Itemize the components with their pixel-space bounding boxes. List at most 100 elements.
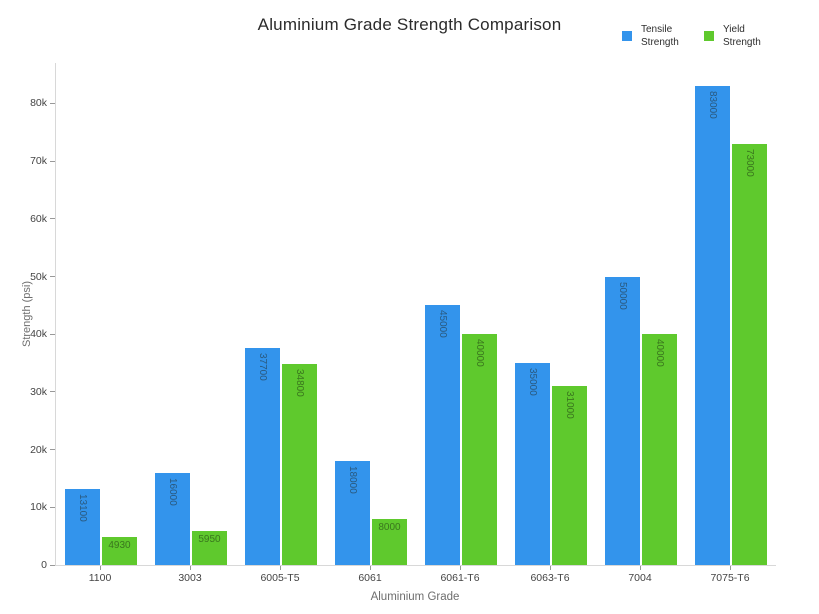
bar-yield-strength-7004[interactable]: 40000 — [642, 334, 677, 565]
x-tick-mark — [639, 566, 641, 570]
x-tick-mark — [189, 566, 191, 570]
legend-item-yield-strength[interactable]: Yield Strength — [704, 23, 773, 49]
bar-group-3003: 16000 5950 — [146, 63, 236, 565]
x-tick-1100: 1100 — [55, 566, 145, 584]
legend-swatch-icon — [622, 31, 632, 41]
bar-value-label: 83000 — [707, 91, 718, 119]
x-tick-mark — [549, 566, 551, 570]
bar-yield-strength-3003[interactable]: 5950 — [192, 530, 227, 565]
bar-yield-strength-7075-t6[interactable]: 73000 — [732, 143, 767, 565]
y-tick-label: 70k — [30, 155, 47, 168]
bar-value-label: 13100 — [77, 494, 88, 523]
bar-value-label: 35000 — [527, 368, 538, 396]
y-tick-label: 20k — [30, 443, 47, 456]
x-tick-label: 6061-T6 — [440, 572, 480, 584]
bar-group-6063-t6: 35000 31000 — [506, 63, 596, 565]
legend-item-tensile-strength[interactable]: Tensile Strength — [622, 23, 691, 49]
x-tick-label: 6061 — [358, 572, 382, 584]
bar-value-label: 50000 — [617, 281, 628, 310]
y-tick-mark — [50, 160, 55, 162]
y-tick: 40k — [30, 328, 55, 340]
y-tick: 20k — [30, 444, 55, 456]
y-tick-label: 0 — [41, 559, 47, 571]
x-tick-label: 6005-T5 — [260, 572, 300, 584]
x-tick-mark — [729, 566, 731, 570]
y-tick: 30k — [30, 386, 55, 398]
bar-yield-strength-6063-t6[interactable]: 31000 — [552, 386, 587, 565]
bar-yield-strength-6061-t6[interactable]: 40000 — [462, 334, 497, 565]
y-tick: 10k — [30, 501, 55, 513]
x-tick-6061: 6061 — [325, 566, 415, 584]
bar-value-label: 40000 — [474, 339, 485, 368]
bar-value-label: 45000 — [437, 310, 448, 339]
y-tick-label: 30k — [30, 385, 47, 398]
bar-value-label: 8000 — [378, 521, 401, 533]
x-tick-label: 6063-T6 — [530, 572, 570, 584]
bar-value-label: 16000 — [167, 477, 178, 506]
y-axis: 0 10k 20k 30k 40k 50k 60k 70k 80k — [0, 63, 55, 571]
x-tick-mark — [279, 566, 281, 570]
bar-group-7075-t6: 83000 73000 — [686, 63, 776, 565]
bar-tensile-strength-6061-t6[interactable]: 45000 — [425, 305, 460, 565]
y-tick-label: 50k — [30, 270, 47, 283]
bar-value-label: 18000 — [347, 466, 358, 494]
y-tick-label: 40k — [30, 328, 47, 341]
x-tick-label: 1100 — [88, 572, 112, 584]
x-axis: 1100 3003 6005-T5 6061 6061-T6 6063-T6 7004 707… — [55, 566, 775, 584]
y-tick-mark — [50, 564, 55, 566]
x-tick-mark — [99, 566, 101, 570]
y-tick-mark — [50, 449, 55, 451]
x-axis-title: Aluminium Grade — [370, 591, 460, 603]
bar-value-label: 40000 — [654, 339, 665, 368]
x-tick-label: 7004 — [628, 572, 652, 584]
bar-value-label: 31000 — [564, 391, 575, 419]
bar-tensile-strength-1100[interactable]: 13100 — [65, 489, 100, 565]
y-tick: 50k — [30, 271, 55, 283]
x-tick-3003: 3003 — [145, 566, 235, 584]
bar-tensile-strength-6063-t6[interactable]: 35000 — [515, 363, 550, 565]
bar-group-1100: 13100 4930 — [56, 63, 146, 565]
bar-yield-strength-6061[interactable]: 8000 — [372, 518, 407, 565]
plot-area: 13100 4930 16000 5950 37700 34800 18000 8000 450… — [55, 63, 776, 566]
legend: Tensile Strength Yield Strength — [622, 23, 773, 49]
bar-tensile-strength-6061[interactable]: 18000 — [335, 461, 370, 565]
bar-tensile-strength-6005-t5[interactable]: 37700 — [245, 347, 280, 565]
bar-tensile-strength-3003[interactable]: 16000 — [155, 472, 190, 565]
x-tick-mark — [459, 566, 461, 570]
legend-label: Tensile Strength — [641, 24, 679, 48]
bar-group-6005-t5: 37700 34800 — [236, 63, 326, 565]
bar-yield-strength-6005-t5[interactable]: 34800 — [282, 364, 317, 565]
x-tick-7004: 7004 — [595, 566, 685, 584]
y-tick-mark — [50, 506, 55, 508]
x-tick-7075-t6: 7075-T6 — [685, 566, 775, 584]
bar-value-label: 4930 — [108, 539, 131, 551]
bar-value-label: 73000 — [744, 148, 755, 177]
y-tick-label: 80k — [30, 97, 47, 110]
bar-value-label: 5950 — [198, 533, 221, 545]
y-tick-label: 60k — [30, 212, 47, 225]
bar-yield-strength-1100[interactable]: 4930 — [102, 536, 137, 565]
legend-label: Yield Strength — [723, 24, 761, 48]
x-tick-6063-t6: 6063-T6 — [505, 566, 595, 584]
y-tick-mark — [50, 333, 55, 335]
chart-title: Aluminium Grade Strength Comparison — [257, 15, 562, 34]
y-tick-label: 10k — [30, 501, 47, 514]
bar-group-6061-t6: 45000 40000 — [416, 63, 506, 565]
y-tick-mark — [50, 276, 55, 277]
bar-value-label: 34800 — [294, 369, 305, 398]
x-tick-6005-t5: 6005-T5 — [235, 566, 325, 584]
y-tick: 70k — [30, 155, 55, 167]
x-tick-mark — [369, 566, 371, 570]
x-tick-6061-t6: 6061-T6 — [415, 566, 505, 584]
y-tick: 60k — [30, 213, 55, 225]
y-tick-mark — [50, 102, 55, 104]
x-tick-label: 7075-T6 — [710, 572, 750, 584]
legend-swatch-icon — [704, 31, 714, 41]
bar-group-6061: 18000 8000 — [326, 63, 416, 565]
y-tick-mark — [50, 391, 55, 393]
bar-tensile-strength-7075-t6[interactable]: 83000 — [695, 86, 730, 565]
x-tick-label: 3003 — [178, 572, 202, 584]
bar-value-label: 37700 — [257, 352, 268, 381]
bar-tensile-strength-7004[interactable]: 50000 — [605, 276, 640, 565]
